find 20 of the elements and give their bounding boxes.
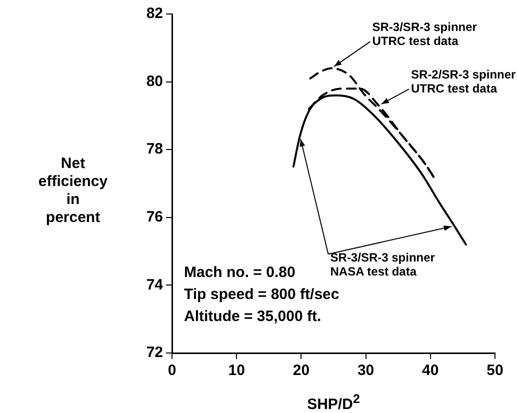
text: SR-3/SR-3 spinner UTRC test data [372,20,478,48]
x-tick-label: 20 [292,362,310,380]
y-axis-title: Net efficiency in percent [37,155,109,227]
text: SR-3/SR-3 spinner NASA test data [330,250,436,278]
y-tick-label: 72 [146,344,163,362]
x-tick-label: 30 [357,362,374,380]
y-tick-label: 82 [146,5,163,22]
y-tick-label: 74 [146,276,164,294]
x-axis-title: SHP/D$^{2}$ [306,392,361,413]
text: SR-2/SR-3 spinner UTRC test data [411,67,516,96]
x-tick-label: 0 [168,362,176,380]
x-tick-label: 50 [486,362,504,380]
annotation: Mach no. = 0.80 [184,264,296,282]
x-tick-label: 40 [422,362,439,380]
annotation: Tip speed = 800 ft/sec [184,286,340,304]
y-tick-label: 80 [146,72,163,90]
y-tick-label: 76 [146,208,163,226]
y-tick-label: 78 [146,140,163,158]
x-tick-label: 10 [228,362,245,380]
annotation: Altitude = 35,000 ft. [184,308,322,326]
